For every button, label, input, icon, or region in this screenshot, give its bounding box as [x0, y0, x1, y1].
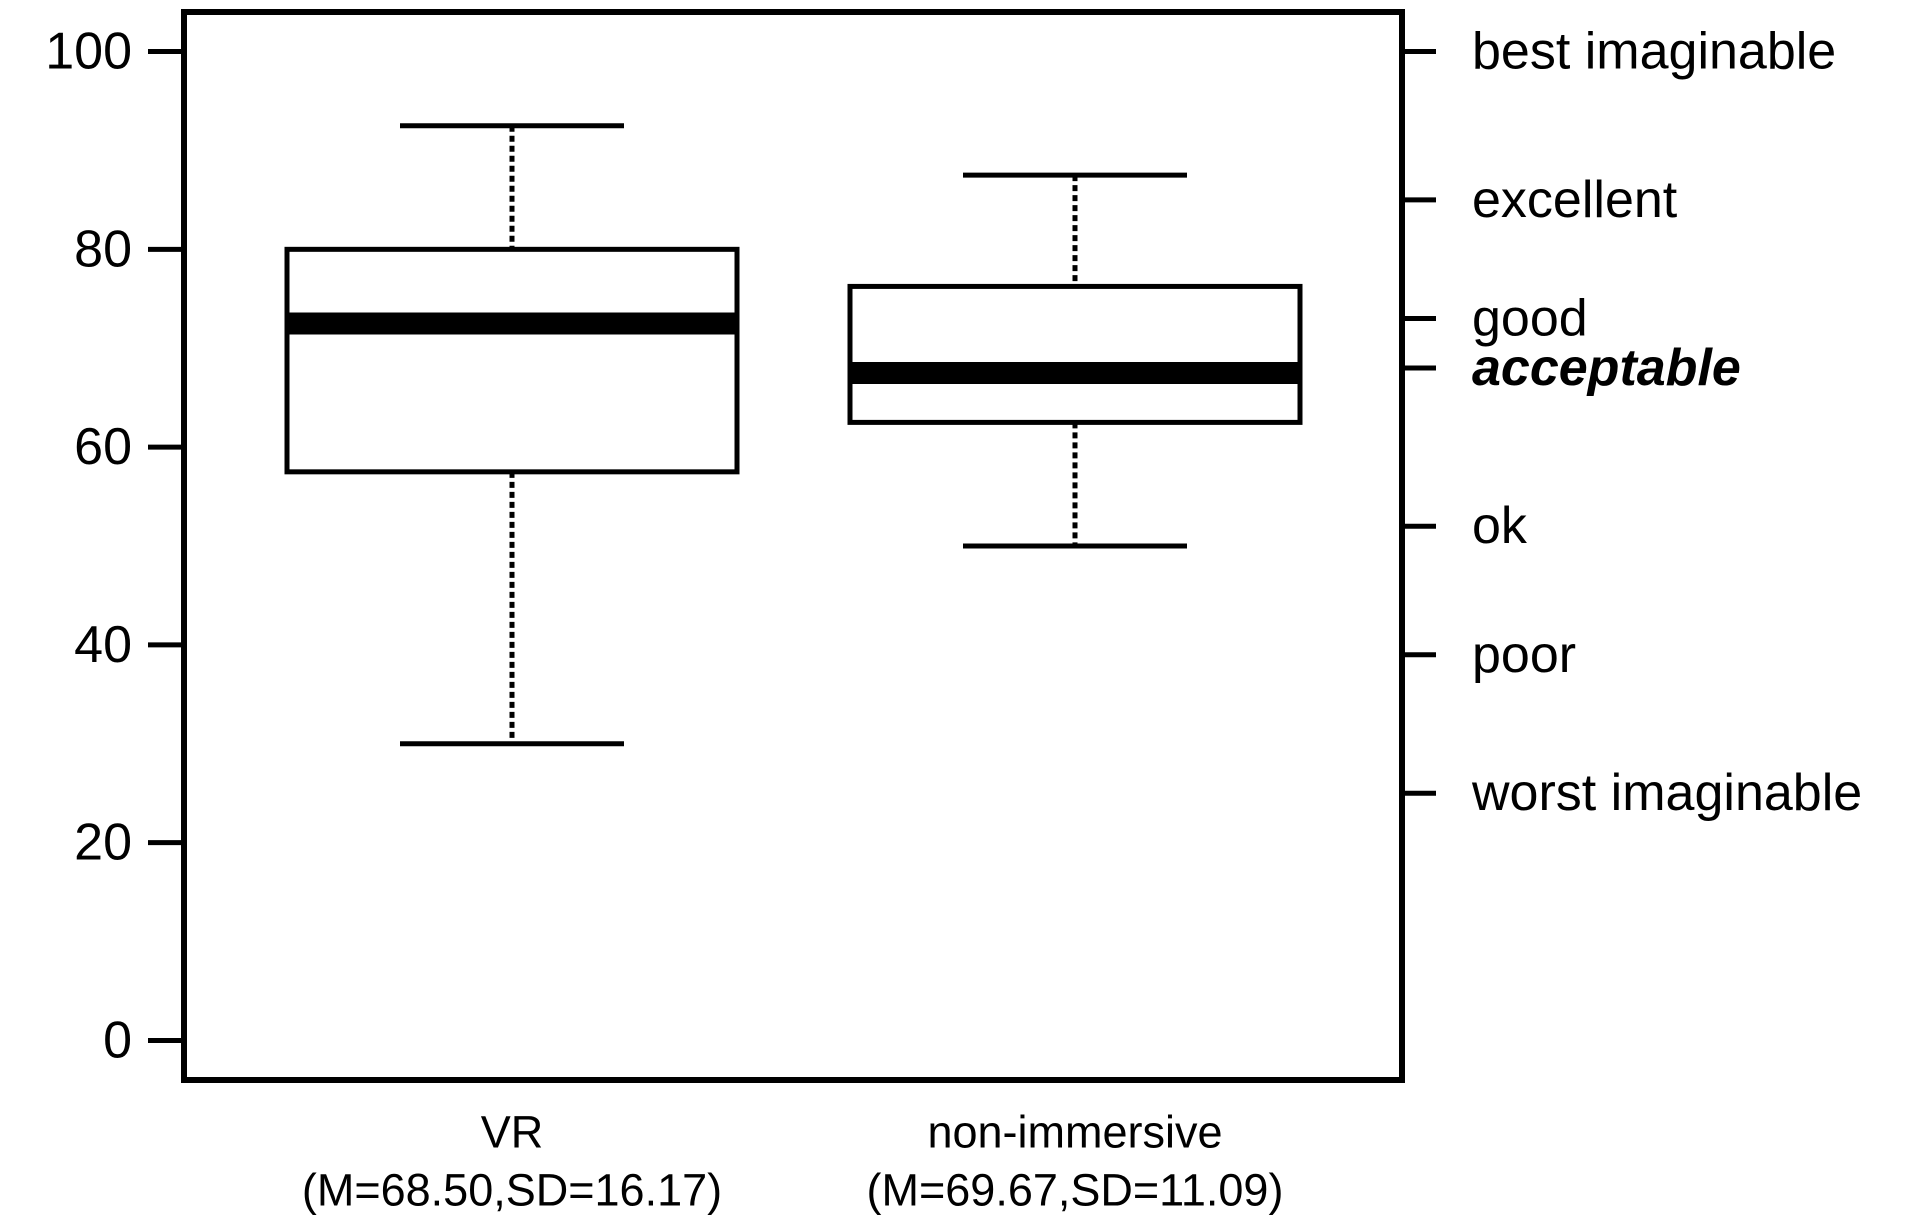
- interquartile-box: [847, 283, 1303, 425]
- box-series: [284, 123, 1303, 747]
- box-group: [847, 172, 1303, 549]
- y-tick-label: 0: [103, 1011, 132, 1069]
- category-label: non-immersive: [927, 1107, 1222, 1158]
- category-label: VR: [481, 1107, 544, 1158]
- y-tick-label: 60: [74, 418, 132, 476]
- rating-tick-label: excellent: [1472, 171, 1678, 229]
- rating-tick-label: good: [1472, 290, 1588, 348]
- y-tick-label: 80: [74, 220, 132, 278]
- interquartile-box: [284, 246, 740, 475]
- category-stats-label: (M=68.50,SD=16.17): [302, 1165, 722, 1216]
- category-labels: VR (M=68.50,SD=16.17) non-immersive (M=69.6…: [302, 1107, 1284, 1216]
- rating-tick-label: acceptable: [1472, 339, 1741, 397]
- rating-tick-label: ok: [1472, 497, 1528, 555]
- y-tick-label: 100: [45, 23, 132, 81]
- rating-tick-label: worst imaginable: [1471, 764, 1862, 822]
- y-tick-label: 40: [74, 616, 132, 674]
- plot-frame: [181, 9, 1405, 1083]
- y-tick-label: 20: [74, 814, 132, 872]
- rating-tick-label: best imaginable: [1472, 23, 1836, 81]
- left-y-axis: 0 20 40 60 80 100: [45, 23, 184, 1069]
- rating-tick-label: poor: [1472, 626, 1576, 684]
- box-group: [284, 123, 740, 747]
- category-stats-label: (M=69.67,SD=11.09): [867, 1165, 1284, 1216]
